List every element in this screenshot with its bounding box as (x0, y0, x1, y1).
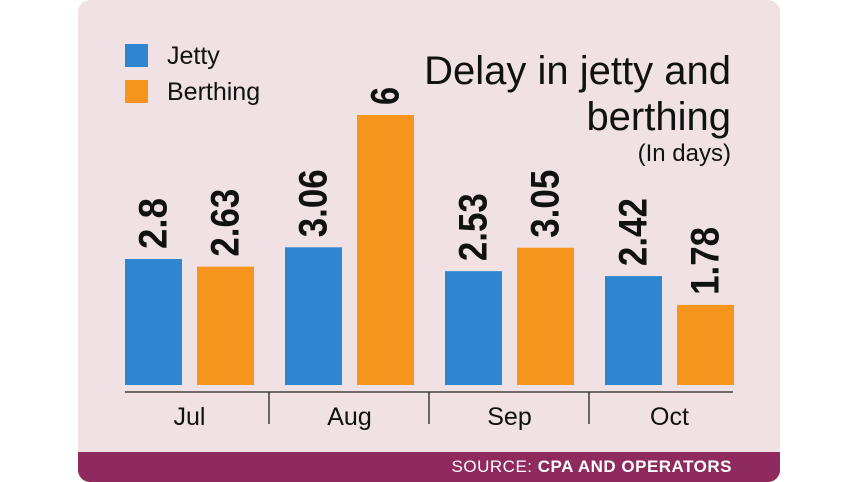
bar-jetty-sep (445, 271, 502, 385)
data-label-jetty-sep: 2.53 (452, 193, 496, 261)
source-name: CPA AND OPERATORS (537, 457, 732, 476)
source-text: SOURCE: CPA AND OPERATORS (452, 457, 732, 477)
bar-jetty-aug (285, 247, 342, 385)
bar-berthing-oct (677, 304, 734, 385)
source-lead: SOURCE: (451, 457, 538, 476)
x-tick-label-sep: Sep (487, 403, 531, 431)
data-label-berthing-oct: 1.78 (684, 227, 728, 295)
source-footer: SOURCE: CPA AND OPERATORS (78, 452, 780, 482)
data-label-berthing-sep: 3.05 (524, 170, 568, 238)
x-tick-label-aug: Aug (327, 403, 371, 431)
chart-title-line-1: Delay in jetty and (424, 49, 731, 93)
legend-label-jetty: Jetty (167, 42, 220, 70)
data-label-jetty-jul: 2.8 (132, 198, 176, 249)
bar-berthing-sep (517, 247, 574, 385)
bar-jetty-oct (605, 276, 662, 385)
chart-title-line-2: berthing (586, 95, 731, 139)
bar-berthing-aug (357, 115, 414, 385)
chart-subtitle: (In days) (638, 140, 731, 167)
x-tick-label-oct: Oct (650, 403, 689, 431)
data-label-berthing-jul: 2.63 (204, 189, 248, 257)
chart-area: 2.8 2.63 3.06 6 2.53 3.05 2.42 1.78 Jul Aug Sep Oct… (125, 42, 734, 431)
bar-berthing-jul (197, 266, 254, 385)
data-label-jetty-aug: 3.06 (292, 169, 336, 237)
legend-label-berthing: Berthing (167, 78, 260, 106)
data-label-berthing-aug: 6 (364, 87, 408, 105)
legend-swatch-berthing (125, 80, 148, 103)
bar-jetty-jul (125, 259, 182, 385)
legend-swatch-jetty (125, 44, 148, 67)
x-tick-label-jul: Jul (174, 403, 206, 431)
chart-card: 2.8 2.63 3.06 6 2.53 3.05 2.42 1.78 Jul Aug Sep Oct… (78, 0, 780, 482)
data-label-jetty-oct: 2.42 (612, 198, 656, 266)
